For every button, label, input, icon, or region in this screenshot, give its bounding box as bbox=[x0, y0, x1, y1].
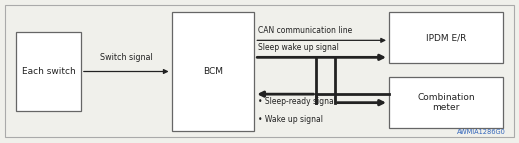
Text: Sleep wake up signal: Sleep wake up signal bbox=[258, 43, 339, 52]
Text: BCM: BCM bbox=[203, 67, 223, 76]
Bar bbox=[16, 32, 81, 111]
Text: Combination
meter: Combination meter bbox=[417, 93, 475, 112]
Text: CAN communication line: CAN communication line bbox=[258, 26, 352, 35]
Text: AWMIA1286G0: AWMIA1286G0 bbox=[457, 129, 506, 135]
Bar bbox=[389, 12, 503, 63]
Text: • Wake up signal: • Wake up signal bbox=[258, 115, 323, 124]
Text: Each switch: Each switch bbox=[22, 67, 75, 76]
Bar bbox=[171, 12, 254, 131]
Text: • Sleep-ready signal: • Sleep-ready signal bbox=[258, 97, 336, 106]
Text: Switch signal: Switch signal bbox=[100, 53, 153, 62]
Text: IPDM E/R: IPDM E/R bbox=[426, 33, 466, 42]
Bar bbox=[389, 77, 503, 128]
